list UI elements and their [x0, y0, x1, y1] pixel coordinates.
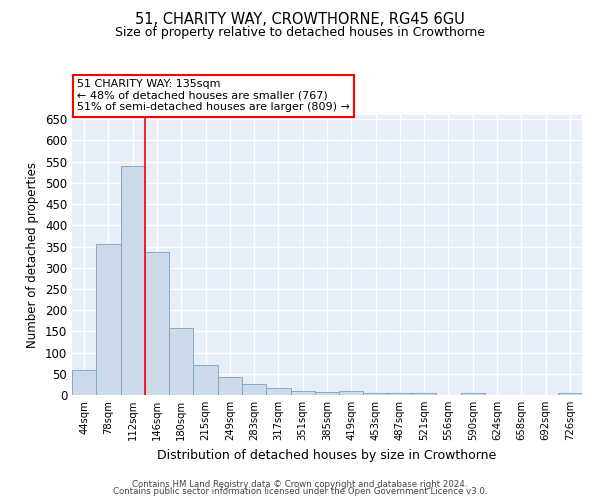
Text: Contains HM Land Registry data © Crown copyright and database right 2024.: Contains HM Land Registry data © Crown c… — [132, 480, 468, 489]
Bar — [558, 393, 582, 395]
Bar — [412, 394, 436, 395]
Bar — [218, 377, 242, 395]
Bar — [242, 384, 266, 395]
Bar — [145, 252, 169, 395]
Y-axis label: Number of detached properties: Number of detached properties — [26, 162, 40, 348]
Bar — [388, 393, 412, 395]
X-axis label: Distribution of detached houses by size in Crowthorne: Distribution of detached houses by size … — [157, 448, 497, 462]
Text: 51 CHARITY WAY: 135sqm
← 48% of detached houses are smaller (767)
51% of semi-de: 51 CHARITY WAY: 135sqm ← 48% of detached… — [77, 79, 350, 112]
Bar — [169, 328, 193, 395]
Bar — [266, 388, 290, 395]
Bar — [290, 391, 315, 395]
Text: 51, CHARITY WAY, CROWTHORNE, RG45 6GU: 51, CHARITY WAY, CROWTHORNE, RG45 6GU — [135, 12, 465, 28]
Bar — [339, 391, 364, 395]
Bar — [72, 370, 96, 395]
Text: Contains public sector information licensed under the Open Government Licence v3: Contains public sector information licen… — [113, 488, 487, 496]
Bar — [121, 166, 145, 395]
Bar — [315, 392, 339, 395]
Bar — [461, 393, 485, 395]
Bar — [364, 393, 388, 395]
Bar — [193, 366, 218, 395]
Text: Size of property relative to detached houses in Crowthorne: Size of property relative to detached ho… — [115, 26, 485, 39]
Bar — [96, 244, 121, 395]
